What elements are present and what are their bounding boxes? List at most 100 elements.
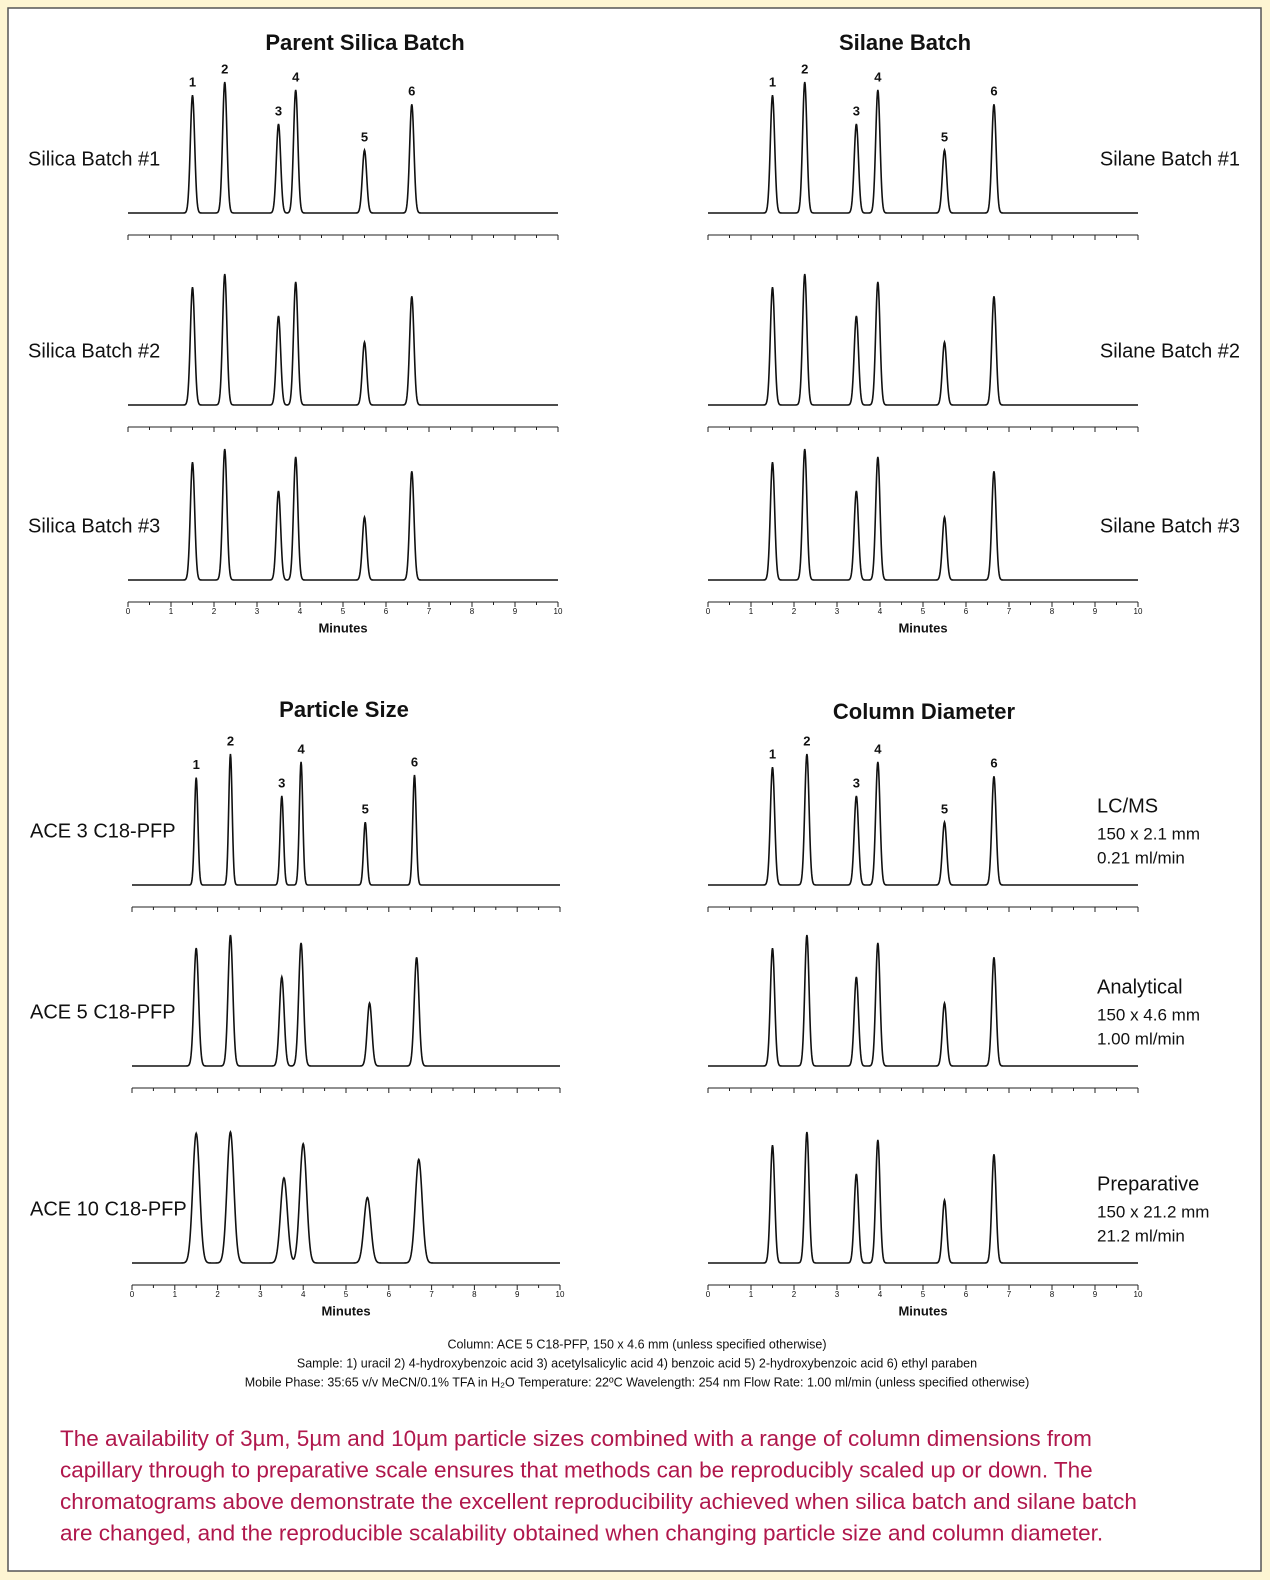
x-tick-label: 6 [964,1290,969,1299]
x-axis-label: Minutes [318,620,367,635]
x-tick-label: 0 [126,607,131,616]
peak-label: 5 [361,130,368,145]
series-name: ACE 5 C18-PFP [30,1001,176,1023]
x-tick-label: 2 [792,607,797,616]
x-tick-label: 4 [878,607,883,616]
x-tick-label: 3 [835,607,840,616]
peak-label: 3 [853,775,860,790]
peak-label: 3 [275,103,282,118]
series-name: Silane Batch #3 [1100,515,1240,537]
panel-title: Particle Size [279,697,409,722]
x-axis-label: Minutes [321,1303,370,1318]
series-name: Silane Batch #2 [1100,340,1240,362]
panel-title: Column Diameter [833,699,1016,724]
x-tick-label: 8 [1050,607,1055,616]
chromatogram-trace [708,448,1138,581]
x-tick-label: 8 [470,607,475,616]
frame [7,7,1262,1572]
x-tick-label: 7 [427,607,432,616]
x-tick-label: 4 [301,1290,306,1299]
peak-label: 6 [408,84,415,99]
series-detail: 21.2 ml/min [1097,1226,1185,1245]
x-tick-label: 7 [1007,1290,1012,1299]
x-tick-label: 5 [341,607,346,616]
x-tick-label: 2 [215,1290,220,1299]
footnote: Mobile Phase: 35:65 v/v MeCN/0.1% TFA in… [245,1375,1030,1389]
chromatogram-trace [708,934,1138,1067]
caption-line: capillary through to preparative scale e… [60,1457,1093,1482]
peak-label: 6 [411,754,418,769]
peak-label: 4 [874,741,882,756]
x-tick-label: 8 [472,1290,477,1299]
x-tick-label: 5 [921,1290,926,1299]
x-tick-label: 9 [1093,607,1098,616]
chromatogram-trace [128,81,558,214]
chromatogram-trace [708,1131,1138,1264]
series-name: Silane Batch #1 [1100,148,1240,170]
peak-label: 1 [189,75,196,90]
x-tick-label: 6 [964,607,969,616]
peak-label: 4 [874,69,882,84]
x-tick-label: 3 [255,607,260,616]
x-tick-label: 4 [878,1290,883,1299]
peak-label: 6 [990,756,997,771]
peak-label: 3 [853,103,860,118]
x-tick-label: 10 [1134,607,1143,616]
peak-label: 5 [941,130,948,145]
peak-label: 4 [292,69,300,84]
series-detail: 1.00 ml/min [1097,1029,1185,1048]
x-tick-label: 1 [173,1290,178,1299]
chromatogram-trace [708,753,1138,886]
x-tick-label: 1 [169,607,174,616]
series-name: Silica Batch #1 [28,148,160,170]
series-name: ACE 3 C18-PFP [30,820,176,842]
caption-line: The availability of 3µm, 5µm and 10µm pa… [60,1426,1092,1451]
x-tick-label: 1 [749,607,754,616]
x-tick-label: 4 [298,607,303,616]
peak-label: 6 [990,84,997,99]
peak-label: 2 [803,733,810,748]
x-tick-label: 3 [258,1290,263,1299]
series-name: Analytical [1097,976,1183,998]
x-tick-label: 10 [556,1290,565,1299]
chromatogram-trace [132,934,560,1067]
series-name: Silica Batch #2 [28,340,160,362]
series-name: ACE 10 C18-PFP [30,1198,187,1220]
x-tick-label: 2 [212,607,217,616]
chromatogram-trace [708,273,1138,406]
x-tick-label: 9 [515,1290,520,1299]
series-name: Preparative [1097,1173,1199,1195]
x-tick-label: 3 [835,1290,840,1299]
x-tick-label: 1 [749,1290,754,1299]
x-axis-label: Minutes [898,1303,947,1318]
series-name: LC/MS [1097,795,1158,817]
chromatogram-trace [708,81,1138,214]
series-detail: 150 x 2.1 mm [1097,824,1200,843]
x-tick-label: 0 [706,1290,711,1299]
x-tick-label: 0 [706,607,711,616]
x-axis-label: Minutes [898,620,947,635]
series-detail: 0.21 ml/min [1097,848,1185,867]
chromatogram-trace [132,1129,560,1264]
x-tick-label: 6 [384,607,389,616]
peak-label: 5 [362,802,369,817]
caption-line: chromatograms above demonstrate the exce… [60,1489,1137,1514]
peak-label: 5 [941,802,948,817]
x-tick-label: 0 [130,1290,135,1299]
peak-label: 3 [278,775,285,790]
panel-title: Parent Silica Batch [265,30,464,55]
x-tick-label: 10 [554,607,563,616]
x-tick-label: 10 [1134,1290,1143,1299]
x-tick-label: 8 [1050,1290,1055,1299]
caption-line: are changed, and the reproducible scalab… [60,1520,1103,1545]
x-tick-label: 2 [792,1290,797,1299]
series-name: Silica Batch #3 [28,515,160,537]
x-tick-label: 5 [344,1290,349,1299]
panel-title: Silane Batch [839,30,971,55]
series-detail: 150 x 4.6 mm [1097,1005,1200,1024]
chromatogram-trace [128,448,558,581]
x-tick-label: 9 [513,607,518,616]
peak-label: 2 [227,733,234,748]
peak-label: 1 [193,757,200,772]
